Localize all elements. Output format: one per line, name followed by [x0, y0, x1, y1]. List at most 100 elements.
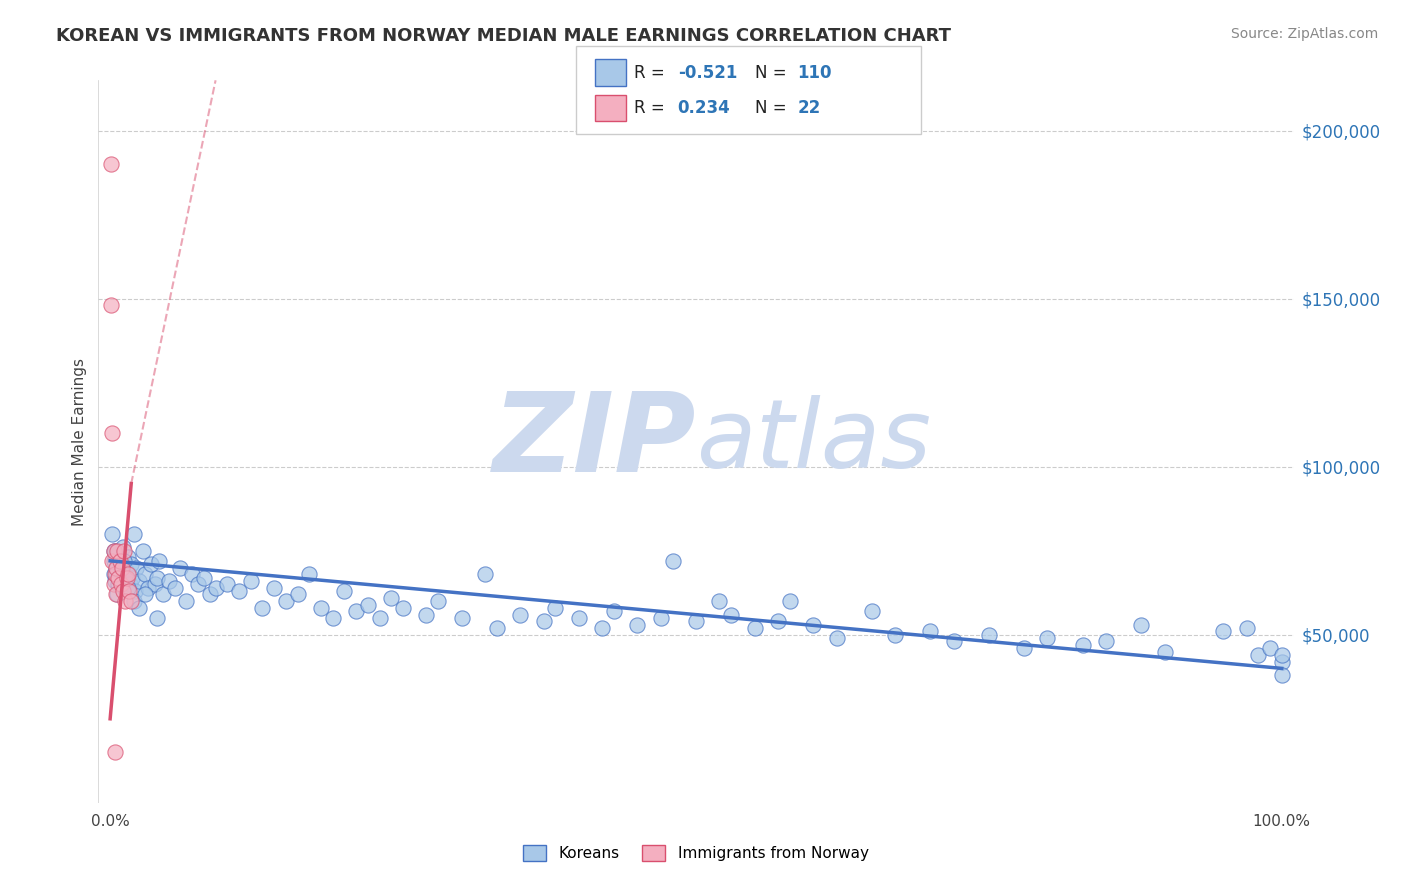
Text: R =: R = [634, 99, 671, 117]
Point [720, 607, 742, 622]
Point [239, 574, 262, 588]
Point [118, 567, 141, 582]
Point [252, 600, 274, 615]
Point [1271, 668, 1294, 682]
Point [1012, 641, 1035, 656]
Point [650, 611, 672, 625]
Point [107, 547, 129, 561]
Point [111, 558, 134, 572]
Text: -0.521: -0.521 [678, 64, 737, 82]
Legend: Koreans, Immigrants from Norway: Koreans, Immigrants from Norway [517, 839, 875, 867]
Point [661, 554, 683, 568]
Point [217, 577, 239, 591]
Point [942, 634, 965, 648]
Point [125, 560, 148, 574]
Point [105, 567, 128, 582]
Point [112, 543, 135, 558]
Point [884, 628, 907, 642]
Point [105, 550, 128, 565]
Point [709, 594, 731, 608]
Point [104, 574, 127, 588]
Point [136, 581, 159, 595]
Point [187, 577, 209, 591]
Point [105, 560, 128, 574]
Y-axis label: Median Male Earnings: Median Male Earnings [72, 358, 87, 525]
Point [450, 611, 472, 625]
Point [103, 577, 125, 591]
Point [101, 527, 124, 541]
Point [333, 584, 356, 599]
Text: 110: 110 [797, 64, 832, 82]
Point [120, 594, 142, 608]
Point [1071, 638, 1094, 652]
Point [263, 581, 285, 595]
Point [427, 594, 450, 608]
Point [118, 584, 141, 599]
Point [100, 298, 122, 312]
Point [115, 574, 138, 588]
Point [146, 611, 169, 625]
Point [1236, 621, 1258, 635]
Point [110, 577, 132, 591]
Point [101, 426, 124, 441]
Point [108, 554, 131, 568]
Text: atlas: atlas [696, 395, 931, 488]
Point [357, 598, 380, 612]
Point [779, 594, 801, 608]
Point [568, 611, 591, 625]
Point [103, 554, 125, 568]
Point [181, 567, 204, 582]
Point [298, 567, 321, 582]
Point [115, 571, 138, 585]
Point [120, 558, 142, 572]
Point [766, 615, 789, 629]
Point [101, 554, 124, 568]
Point [146, 571, 169, 585]
Point [392, 600, 415, 615]
Text: N =: N = [755, 99, 792, 117]
Point [415, 607, 437, 622]
Point [1130, 617, 1153, 632]
Point [105, 587, 128, 601]
Point [143, 577, 166, 591]
Point [1095, 634, 1118, 648]
Point [193, 571, 215, 585]
Text: KOREAN VS IMMIGRANTS FROM NORWAY MEDIAN MALE EARNINGS CORRELATION CHART: KOREAN VS IMMIGRANTS FROM NORWAY MEDIAN … [56, 27, 952, 45]
Point [485, 621, 508, 635]
Point [174, 594, 197, 608]
Point [148, 554, 170, 568]
Point [110, 560, 132, 574]
Point [141, 558, 163, 572]
Point [380, 591, 402, 605]
Point [114, 594, 136, 608]
Point [1247, 648, 1270, 662]
Point [103, 543, 125, 558]
Point [112, 584, 135, 599]
Point [104, 745, 127, 759]
Point [1258, 641, 1281, 656]
Point [100, 157, 122, 171]
Point [111, 567, 134, 582]
Point [117, 550, 139, 565]
Point [204, 581, 226, 595]
Point [603, 604, 626, 618]
Point [103, 567, 125, 582]
Point [977, 628, 1000, 642]
Point [157, 574, 180, 588]
Point [920, 624, 942, 639]
Point [108, 571, 131, 585]
Point [105, 587, 128, 601]
Point [121, 571, 143, 585]
Point [105, 560, 128, 574]
Point [128, 600, 150, 615]
Point [1153, 644, 1175, 658]
Point [110, 577, 132, 591]
Point [108, 554, 131, 568]
Point [124, 584, 146, 599]
Point [112, 554, 135, 568]
Point [685, 615, 707, 629]
Point [134, 587, 156, 601]
Point [117, 567, 139, 582]
Point [111, 560, 134, 574]
Point [105, 543, 128, 558]
